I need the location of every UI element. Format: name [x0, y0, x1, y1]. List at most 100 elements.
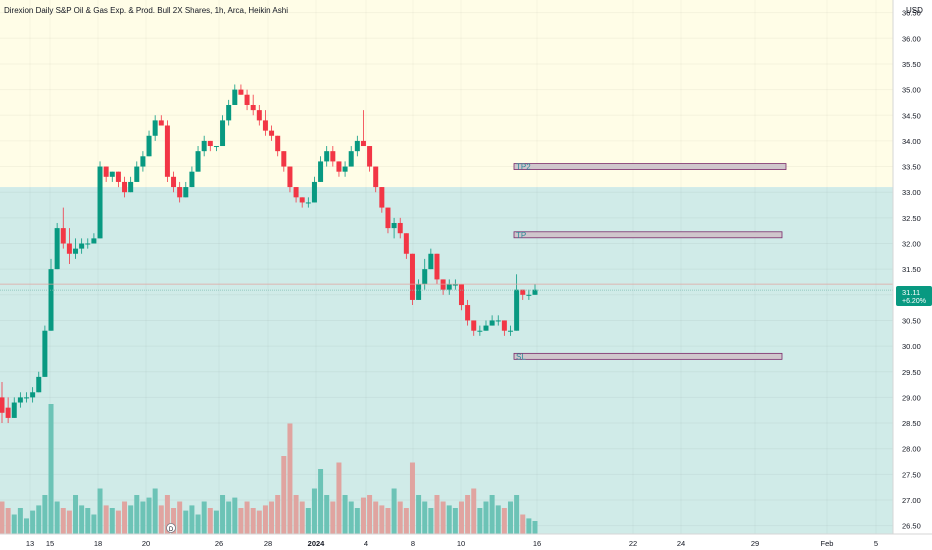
candle-body: [36, 376, 42, 393]
volume-bar: [299, 501, 305, 534]
volume-bar: [422, 501, 428, 534]
candle-body: [526, 294, 532, 296]
price-tick-label: 27.50: [902, 470, 921, 479]
volume-bar: [79, 505, 85, 534]
price-tick-label: 35.50: [902, 60, 921, 69]
volume-bar: [60, 508, 66, 534]
candle-body: [520, 289, 526, 295]
volume-bar: [495, 505, 501, 534]
last-price-badge: 31.11 +6.20%: [896, 286, 932, 306]
candle-body: [262, 120, 268, 131]
level-tp2[interactable]: TP2: [513, 163, 787, 172]
candle-body: [60, 228, 66, 244]
volume-bar: [269, 501, 275, 534]
candle-body: [177, 187, 183, 198]
time-tick-label: 28: [264, 539, 272, 548]
volume-bar: [324, 495, 330, 534]
volume-bar: [385, 508, 391, 534]
candle-body: [201, 140, 207, 152]
volume-bar: [507, 501, 513, 534]
volume-bar: [471, 488, 477, 534]
level-sl[interactable]: SL: [513, 352, 783, 361]
candle-body: [434, 253, 440, 280]
volume-bar: [17, 508, 23, 534]
volume-bar: [262, 505, 268, 534]
price-tick-label: 28.00: [902, 445, 921, 454]
price-tick-label: 32.50: [902, 214, 921, 223]
candle-body: [379, 187, 385, 208]
volume-bar: [158, 505, 164, 534]
last-price-change: +6.20%: [902, 298, 926, 305]
volume-bar: [128, 505, 134, 534]
candle-body: [164, 125, 170, 177]
candle-body: [91, 238, 97, 244]
candle-body: [213, 146, 219, 148]
candle-body: [342, 166, 348, 172]
volume-bar: [238, 508, 244, 534]
candle-body: [24, 397, 30, 399]
volume-bar: [318, 469, 324, 534]
volume-bar: [501, 508, 507, 534]
candle-body: [226, 104, 232, 121]
loss-zone: [0, 187, 893, 534]
candle-body: [458, 284, 464, 306]
price-tick-label: 36.00: [902, 34, 921, 43]
candle-body: [354, 140, 360, 152]
candle-body: [501, 320, 507, 331]
time-tick-label: 16: [533, 539, 541, 548]
price-tick-label: 31.50: [902, 265, 921, 274]
profit-zone: [0, 0, 893, 188]
candle-body: [452, 284, 458, 286]
volume-bar: [140, 501, 146, 534]
price-tick-label: 36.50: [902, 9, 921, 18]
volume-bar: [177, 501, 183, 534]
candle-body: [11, 402, 17, 418]
volume-bar: [85, 508, 91, 534]
candle-body: [489, 320, 495, 326]
last-price-value: 31.11: [902, 288, 920, 297]
candle-body: [336, 161, 342, 172]
volume-bar: [164, 495, 170, 534]
price-tick-label: 27.00: [902, 496, 921, 505]
price-tick-label: 35.00: [902, 86, 921, 95]
candle-body: [471, 320, 477, 331]
volume-bar: [281, 456, 287, 534]
price-tick-label: 29.00: [902, 393, 921, 402]
candle-body: [158, 120, 164, 126]
candle-body: [293, 187, 299, 198]
candle-body: [483, 325, 489, 331]
candle-body: [422, 269, 428, 285]
time-tick-label: 22: [629, 539, 637, 548]
currency-label[interactable]: USD: [906, 6, 923, 15]
candle-body: [409, 253, 415, 300]
level-label: SL: [516, 352, 526, 361]
volume-bar: [348, 501, 354, 534]
volume-bar: [195, 514, 201, 534]
volume-bar: [213, 510, 219, 534]
candle-body: [311, 181, 317, 203]
time-tick-label: 15: [46, 539, 54, 548]
time-tick-label: 8: [411, 539, 415, 548]
volume-bar: [526, 518, 532, 534]
candle-body: [367, 146, 373, 167]
volume-bar: [360, 497, 366, 534]
dividend-marker[interactable]: D: [166, 523, 176, 534]
candle-body: [391, 222, 397, 229]
time-tick-label: 24: [677, 539, 685, 548]
volume-bar: [514, 495, 520, 534]
volume-bar: [54, 501, 60, 534]
time-tick-label: 18: [94, 539, 102, 548]
candle-body: [385, 207, 391, 229]
volume-bar: [97, 488, 103, 534]
level-tp[interactable]: TP: [513, 231, 783, 240]
volume-bar: [275, 495, 281, 534]
candle-body: [103, 166, 109, 177]
candle-body: [128, 181, 134, 193]
candle-body: [244, 94, 250, 105]
candle-body: [514, 289, 520, 331]
candle-body: [0, 397, 5, 413]
candle-body: [5, 407, 11, 418]
volume-bar: [171, 508, 177, 534]
level-label: TP: [516, 231, 526, 240]
